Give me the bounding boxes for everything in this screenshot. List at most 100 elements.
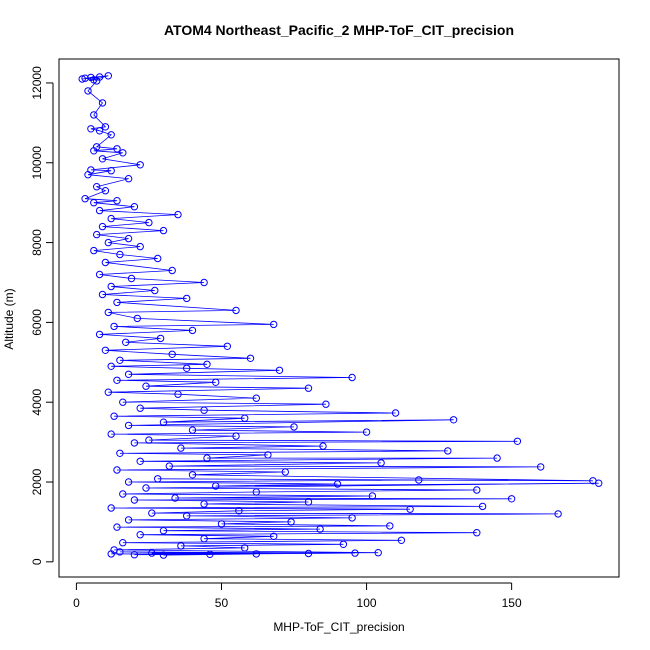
data-point (107, 131, 115, 139)
data-point (145, 218, 153, 227)
data-point (316, 525, 324, 533)
x-tick-label: 0 (73, 596, 80, 610)
data-point (159, 527, 168, 535)
data-point (212, 378, 220, 386)
data-point (264, 451, 272, 459)
chart-title: ATOM4 Northeast_Pacific_2 MHP-ToF_CIT_pr… (164, 22, 514, 38)
data-point (493, 454, 501, 462)
data-point (90, 147, 98, 155)
data-point (95, 330, 104, 339)
y-tick-label: 2000 (30, 468, 44, 495)
data-point (136, 242, 144, 251)
y-axis: 0 2000 4000 6000 8000 10000 12000 (30, 66, 54, 565)
data-point (154, 475, 162, 483)
data-point (203, 360, 211, 368)
data-point (95, 270, 104, 279)
data-point (78, 75, 86, 83)
data-point (165, 462, 174, 470)
data-point (304, 384, 313, 392)
data-point (246, 354, 255, 362)
data-point (171, 494, 179, 502)
data-point (90, 246, 98, 255)
data-point (177, 542, 185, 550)
data-point (107, 167, 115, 175)
data-point (119, 490, 127, 498)
y-tick-label: 12000 (30, 66, 44, 100)
data-point (232, 306, 240, 315)
data-point (473, 529, 481, 537)
y-tick-label: 6000 (30, 309, 44, 336)
data-point (290, 423, 298, 431)
data-point (151, 286, 159, 295)
plot-frame (58, 58, 620, 578)
data-point (136, 404, 144, 412)
x-axis-label: MHP-ToF_CIT_precision (273, 620, 404, 634)
data-point (130, 551, 139, 559)
data-point (107, 282, 115, 291)
data-point (113, 197, 121, 205)
data-point (113, 466, 121, 474)
data-point (368, 492, 377, 500)
data-point (200, 278, 208, 287)
data-point (348, 373, 356, 382)
data-point (130, 203, 139, 211)
data-point (183, 364, 191, 372)
data-point (101, 258, 110, 267)
y-tick-label: 0 (30, 558, 44, 565)
data-point (93, 183, 101, 191)
data-point (252, 394, 260, 402)
x-tick-label: 150 (502, 596, 522, 610)
data-point (188, 326, 197, 335)
data-point (119, 149, 127, 157)
data-point (104, 308, 113, 317)
data-point (127, 274, 136, 283)
data-point (93, 77, 101, 85)
data-point (473, 486, 481, 494)
data-point (136, 161, 144, 169)
data-point (136, 531, 144, 539)
data-point (119, 539, 127, 547)
data-point (507, 495, 516, 503)
data-point (168, 266, 176, 275)
x-tick-label: 100 (357, 596, 377, 610)
data-point (87, 125, 95, 133)
data-point (304, 549, 313, 558)
data-point (200, 406, 208, 414)
data-point (101, 187, 110, 195)
data-point (130, 496, 139, 504)
data-point (101, 346, 110, 354)
data-point (217, 520, 226, 528)
data-point (200, 535, 208, 543)
data-point (113, 145, 121, 153)
y-tick-label: 10000 (30, 146, 44, 180)
data-point (206, 550, 214, 558)
data-series (78, 72, 603, 559)
data-point (124, 370, 133, 378)
data-point (104, 72, 113, 80)
data-point (478, 502, 487, 511)
data-point (122, 338, 130, 346)
data-point (142, 382, 150, 390)
data-point (537, 463, 545, 471)
data-point (101, 123, 110, 131)
data-point (98, 155, 107, 163)
data-point (351, 549, 359, 557)
data-point (174, 390, 182, 398)
data-point (270, 320, 278, 329)
data-point (374, 549, 382, 557)
data-point (87, 73, 95, 82)
data-point (110, 412, 118, 420)
data-point (98, 99, 107, 107)
data-point (104, 388, 113, 396)
data-point (113, 298, 121, 307)
data-point (116, 449, 124, 457)
data-point (203, 454, 211, 462)
data-point (304, 498, 313, 506)
data-point (348, 514, 356, 522)
data-point (124, 421, 133, 430)
data-point (223, 342, 232, 350)
data-point (595, 479, 603, 487)
data-point (319, 442, 327, 450)
data-point (281, 468, 289, 476)
